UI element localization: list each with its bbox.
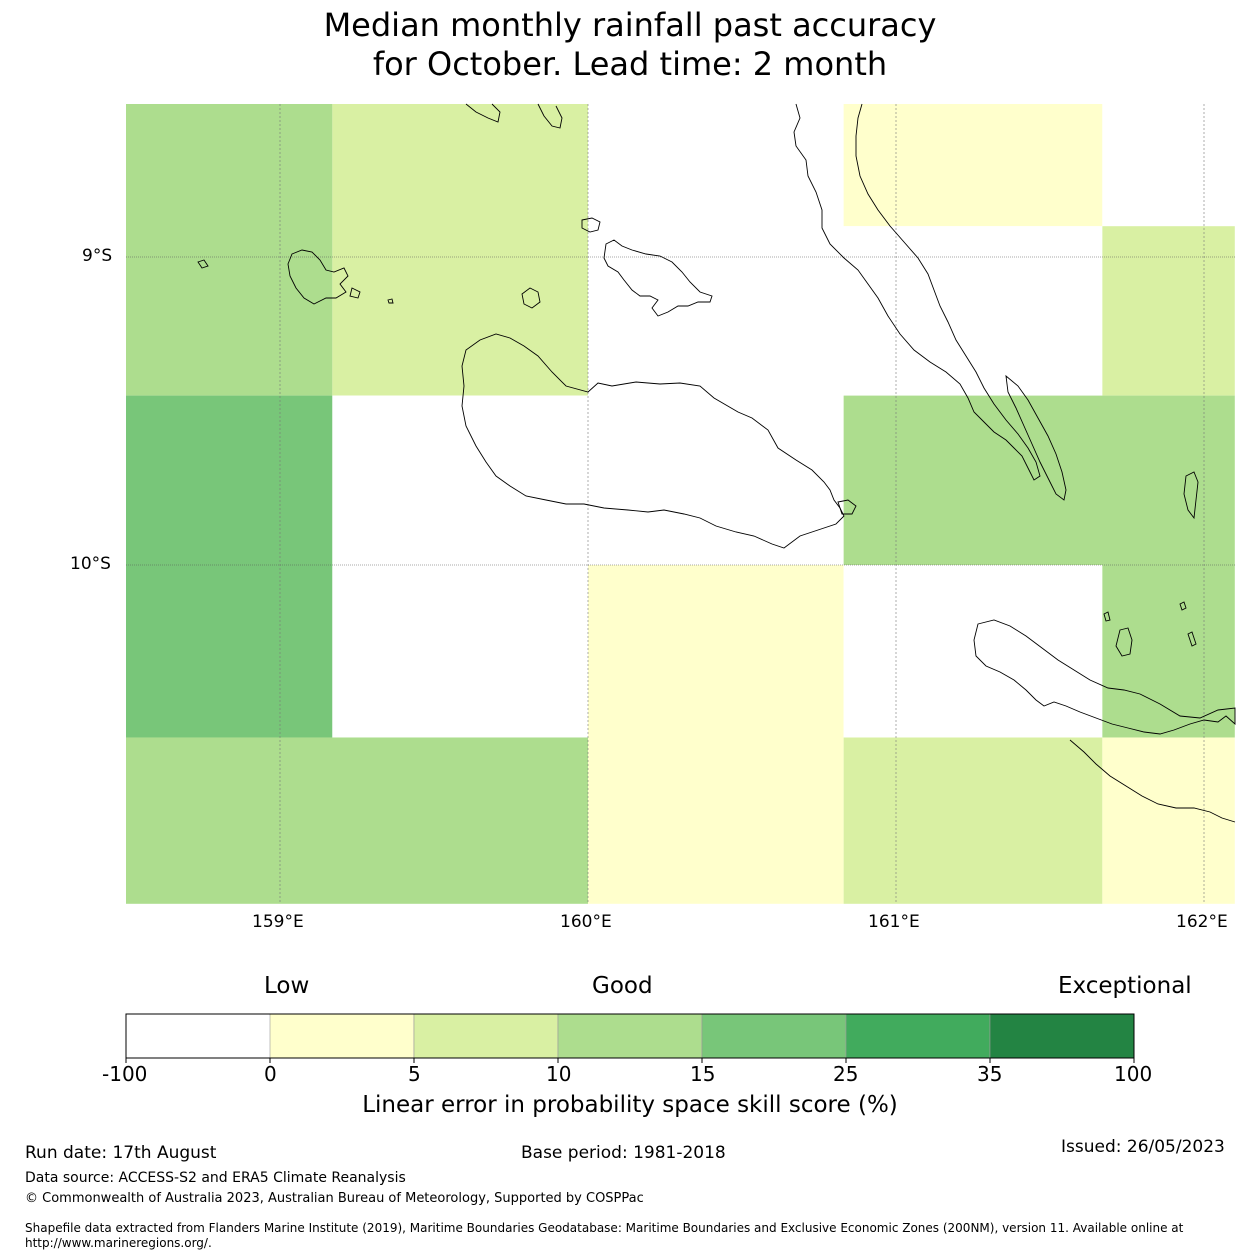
lon-label-159e: 159°E — [252, 912, 304, 932]
skill-cell — [843, 395, 1235, 565]
skill-cell — [843, 104, 1103, 227]
coast-top-islands-2 — [537, 103, 563, 129]
colorbar-tick: -100 — [102, 1062, 148, 1086]
skill-cell — [126, 104, 333, 396]
colorbar-tick: 10 — [546, 1062, 572, 1086]
coast-small-isle-4 — [387, 298, 394, 304]
run-date: Run date: 17th August — [25, 1143, 217, 1163]
colorbar-segment — [557, 1013, 703, 1059]
lon-label-160e: 160°E — [560, 912, 612, 932]
colorbar-tick: 100 — [1114, 1062, 1153, 1086]
colorbar-heading-exceptional: Exceptional — [1058, 973, 1192, 999]
coast-small-isle-7 — [1103, 611, 1111, 622]
colorbar-heading-good: Good — [592, 973, 653, 999]
coast-florida-islands — [603, 239, 713, 317]
coast-russell-islands — [287, 249, 349, 305]
coastlines — [197, 103, 1236, 823]
skill-cell — [1102, 226, 1235, 396]
graticule — [126, 104, 1235, 904]
skill-cell — [1102, 737, 1235, 904]
colorbar-segment — [845, 1013, 991, 1059]
coast-malaita — [793, 103, 1041, 481]
base-period: Base period: 1981-2018 — [521, 1143, 726, 1163]
coast-guadalcanal — [461, 333, 845, 549]
skill-cell — [588, 395, 844, 565]
coast-makira — [973, 619, 1236, 735]
skill-cell — [843, 737, 1103, 904]
skill-cell — [588, 565, 844, 904]
coast-savo — [521, 287, 541, 309]
colorbar-tick: 35 — [977, 1062, 1003, 1086]
skill-grid — [126, 104, 1235, 904]
coast-small-isle-9 — [1187, 631, 1197, 647]
colorbar-segment — [989, 1013, 1135, 1059]
skill-cell — [332, 104, 588, 396]
coast-small-isle-2 — [349, 287, 361, 299]
lon-label-161e: 161°E — [868, 912, 920, 932]
skill-cell — [332, 395, 588, 565]
colorbar-tick: 15 — [690, 1062, 716, 1086]
lon-label-162e: 162°E — [1176, 912, 1228, 932]
lat-label-10s: 10°S — [70, 554, 111, 574]
chart-title-line2: for October. Lead time: 2 month — [372, 45, 888, 83]
shapefile-credit-line2: http://www.marineregions.org/. — [25, 1236, 212, 1250]
colorbar-segment — [701, 1013, 847, 1059]
data-source: Data source: ACCESS-S2 and ERA5 Climate … — [25, 1170, 406, 1186]
colorbar-segment — [269, 1013, 415, 1059]
skill-cell — [843, 226, 1103, 396]
coast-small-isle-6 — [1115, 627, 1133, 657]
coast-small-isle-1 — [581, 217, 601, 233]
coast-small-isle-3 — [197, 259, 209, 269]
colorbar-tick: 0 — [264, 1062, 277, 1086]
skill-cell — [843, 565, 1103, 738]
copyright: © Commonwealth of Australia 2023, Austra… — [25, 1191, 644, 1206]
coast-ulawa — [1183, 471, 1199, 520]
coast-rennell-edge — [1069, 739, 1236, 823]
skill-cell — [332, 565, 588, 738]
chart-title-line1: Median monthly rainfall past accuracy — [323, 6, 937, 44]
skill-cell — [588, 104, 844, 396]
colorbar-segment — [126, 1014, 270, 1058]
lat-label-9s: 9°S — [82, 246, 113, 266]
coast-malaita-2 — [1005, 374, 1067, 501]
skill-cell — [126, 737, 588, 904]
colorbar-frame — [125, 1013, 1135, 1059]
colorbar-heading-low: Low — [264, 973, 310, 999]
shapefile-credit-line1: Shapefile data extracted from Flanders M… — [25, 1221, 1184, 1235]
colorbar-tick: 5 — [408, 1062, 421, 1086]
coast-top-islands — [465, 103, 501, 123]
issued-date: Issued: 26/05/2023 — [1061, 1137, 1225, 1157]
colorbar-tick: 25 — [833, 1062, 859, 1086]
coast-small-isle-8 — [1179, 601, 1187, 611]
colorbar-segment — [413, 1013, 559, 1059]
skill-cell — [126, 565, 333, 738]
colorbar — [125, 1013, 1135, 1063]
coast-small-isle-5 — [837, 499, 857, 515]
skill-cell — [126, 395, 333, 565]
colorbar-label: Linear error in probability space skill … — [362, 1092, 898, 1118]
skill-cell — [1102, 104, 1235, 227]
